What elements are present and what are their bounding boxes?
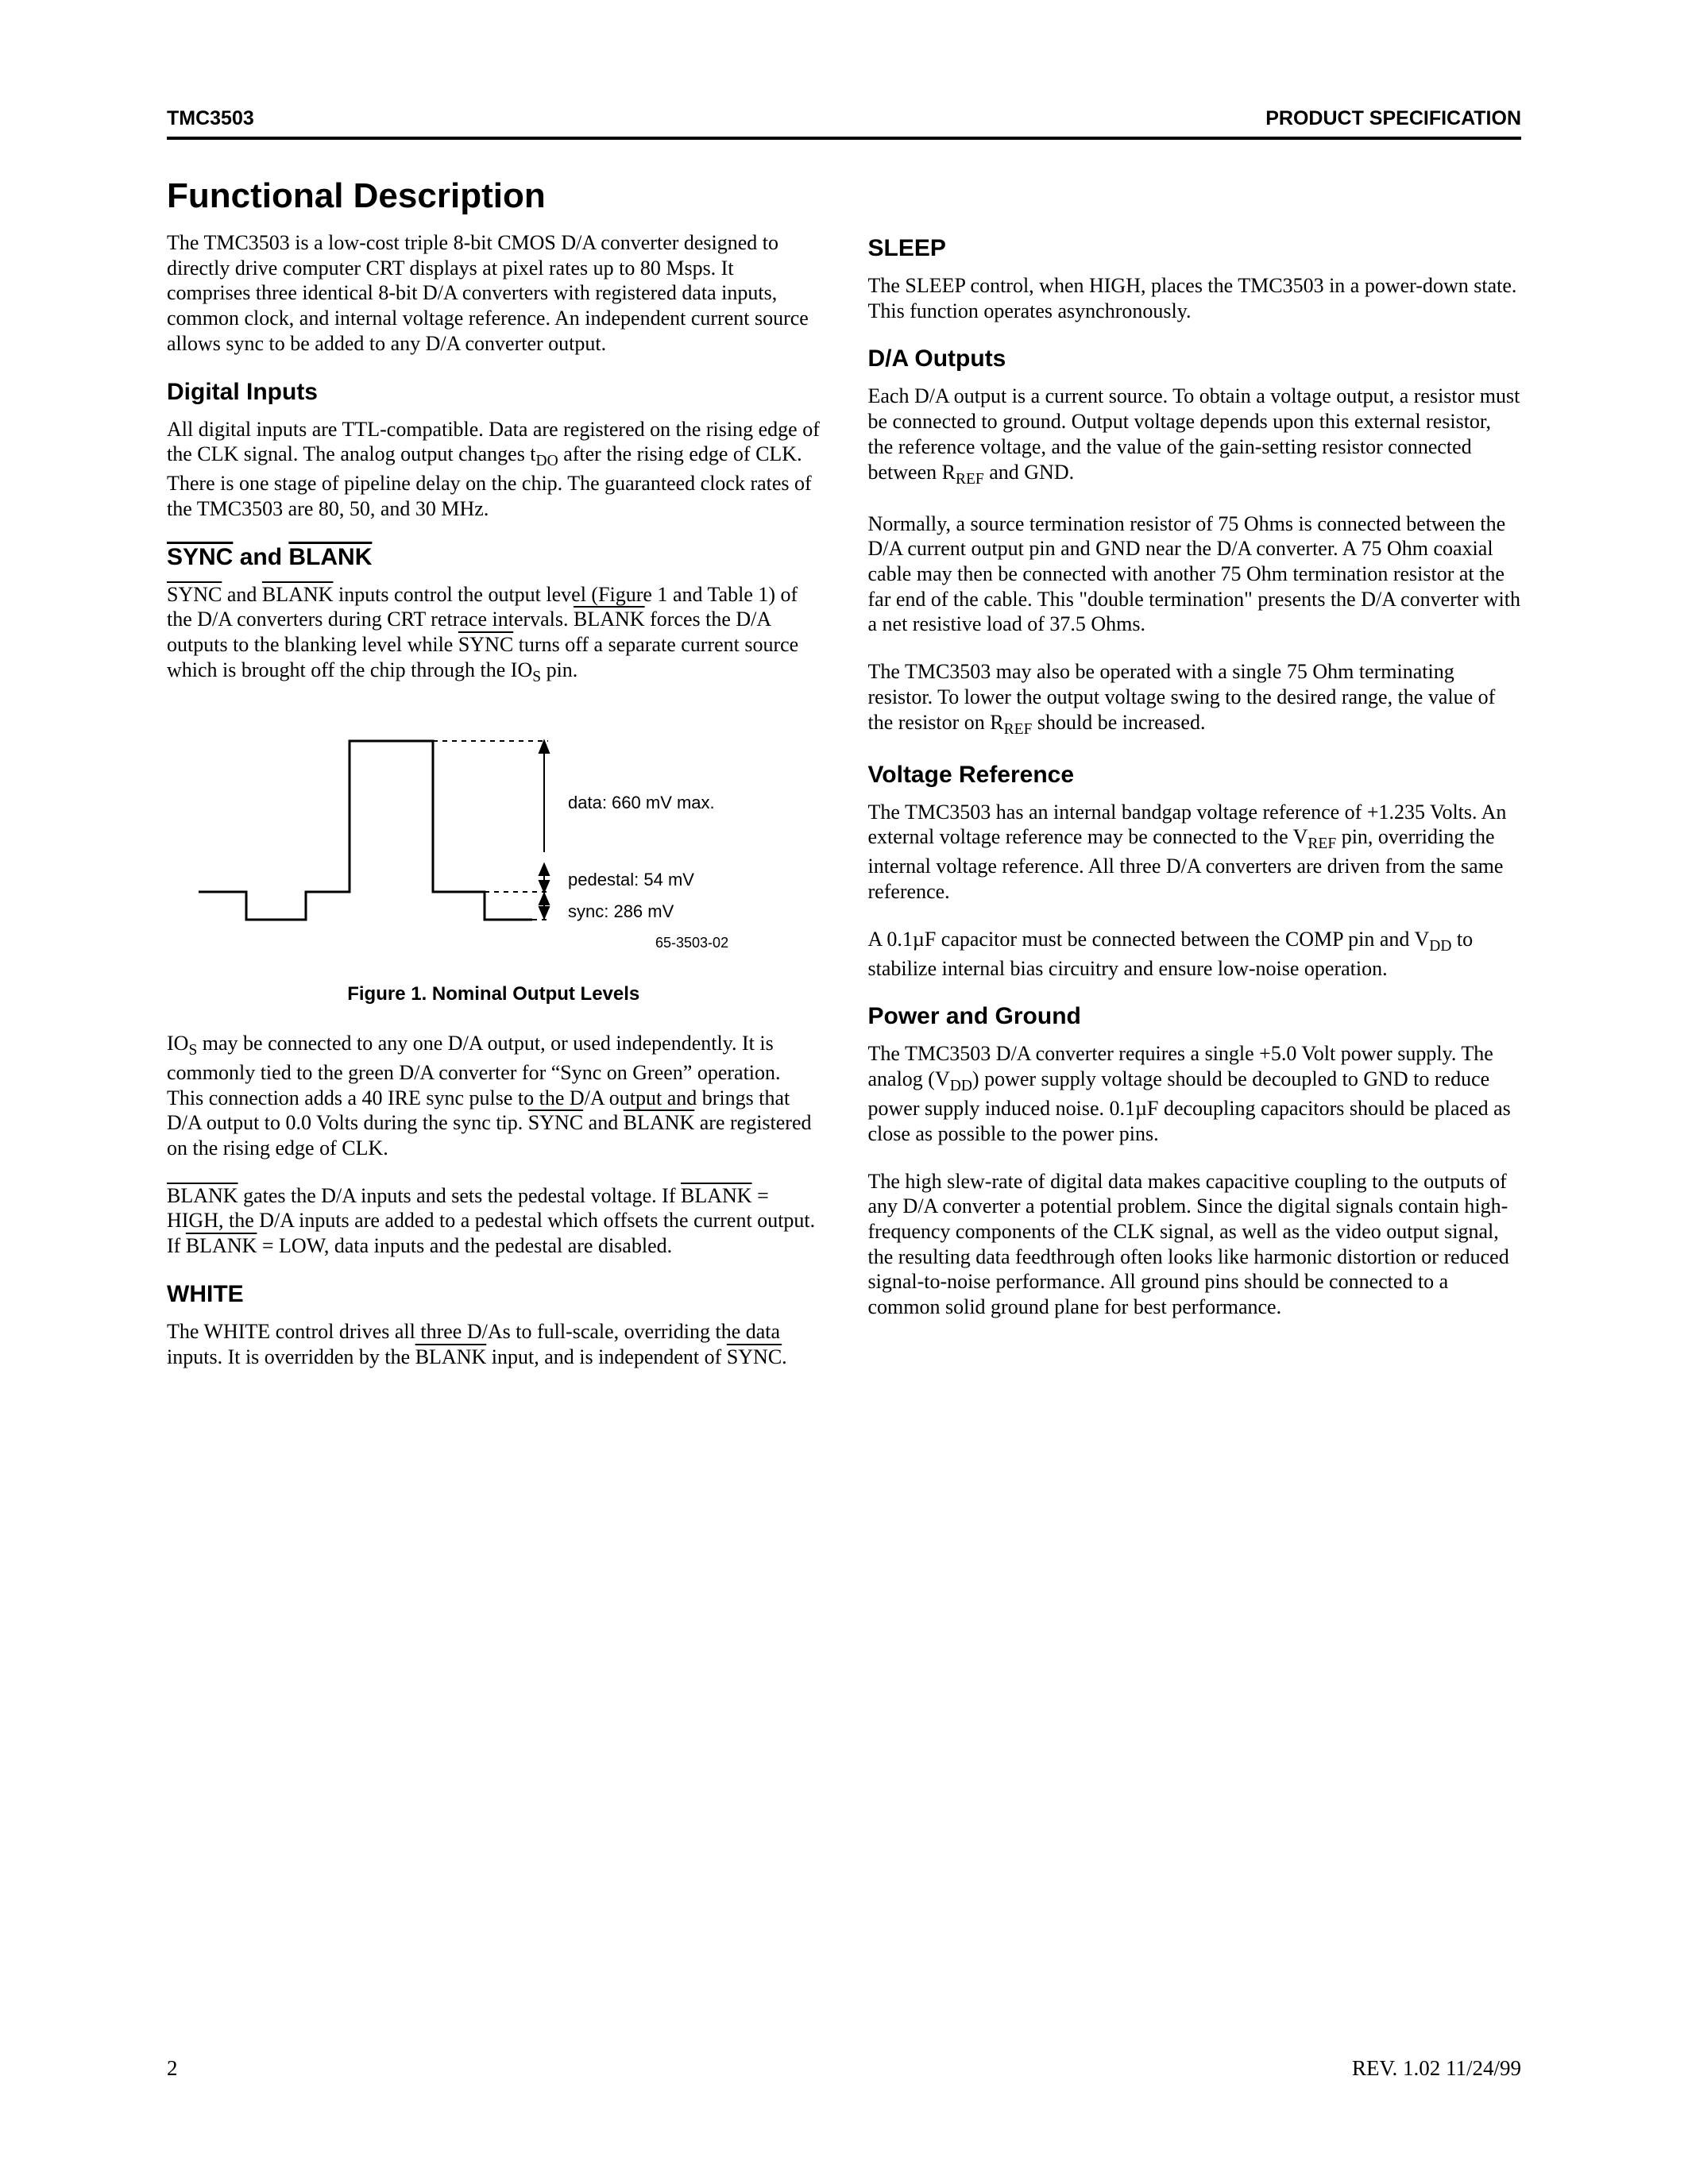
figure-1-caption: Figure 1. Nominal Output Levels xyxy=(167,983,821,1005)
section-title: Functional Description xyxy=(167,176,1521,216)
da-outputs-p2: Normally, a source termination resistor … xyxy=(868,511,1522,638)
two-column-layout: The TMC3503 is a low-cost triple 8-bit C… xyxy=(167,230,1521,1391)
vref-p1: The TMC3503 has an internal bandgap volt… xyxy=(868,800,1522,905)
header-part-number: TMC3503 xyxy=(167,107,254,130)
da-outputs-p1: Each D/A output is a current source. To … xyxy=(868,384,1522,488)
right-column: SLEEP The SLEEP control, when HIGH, plac… xyxy=(868,230,1522,1391)
fig-data-label: data: 660 mV max. xyxy=(568,793,715,812)
heading-sleep: SLEEP xyxy=(868,235,1522,262)
fig-drawing-no: 65-3503-02 xyxy=(655,935,728,951)
heading-sync-overline: SYNC xyxy=(167,544,233,570)
heading-sync-blank: SYNC and BLANK xyxy=(167,544,821,571)
white-paragraph: The WHITE control drives all three D/As … xyxy=(167,1319,821,1369)
heading-digital-inputs: Digital Inputs xyxy=(167,379,821,406)
ios-paragraph: IOS may be connected to any one D/A outp… xyxy=(167,1031,821,1161)
sync-blank-paragraph: SYNC and BLANK inputs control the output… xyxy=(167,582,821,687)
sleep-paragraph: The SLEEP control, when HIGH, places the… xyxy=(868,273,1522,323)
heading-da-outputs: D/A Outputs xyxy=(868,345,1522,372)
page: TMC3503 PRODUCT SPECIFICATION Functional… xyxy=(0,0,1688,1391)
da-outputs-p3: The TMC3503 may also be operated with a … xyxy=(868,659,1522,739)
fig-pedestal-label: pedestal: 54 mV xyxy=(568,870,694,889)
page-footer: 2 REV. 1.02 11/24/99 xyxy=(167,2056,1521,2081)
figure-1-svg: data: 660 mV max. pedestal: 54 mV sync: … xyxy=(167,709,818,963)
header-doc-type: PRODUCT SPECIFICATION xyxy=(1265,107,1521,130)
vref-p2: A 0.1µF capacitor must be connected betw… xyxy=(868,927,1522,982)
heading-power-ground: Power and Ground xyxy=(868,1003,1522,1030)
footer-page-number: 2 xyxy=(167,2056,178,2081)
left-column: The TMC3503 is a low-cost triple 8-bit C… xyxy=(167,230,821,1391)
blank-gate-paragraph: BLANK gates the D/A inputs and sets the … xyxy=(167,1183,821,1259)
heading-voltage-reference: Voltage Reference xyxy=(868,762,1522,789)
page-header: TMC3503 PRODUCT SPECIFICATION xyxy=(167,107,1521,140)
power-p2: The high slew-rate of digital data makes… xyxy=(868,1169,1522,1320)
power-p1: The TMC3503 D/A converter requires a sin… xyxy=(868,1041,1522,1146)
figure-1: data: 660 mV max. pedestal: 54 mV sync: … xyxy=(167,709,821,1005)
intro-paragraph: The TMC3503 is a low-cost triple 8-bit C… xyxy=(167,230,821,357)
digital-inputs-paragraph: All digital inputs are TTL-compatible. D… xyxy=(167,417,821,522)
heading-blank-overline: BLANK xyxy=(288,544,372,570)
footer-revision: REV. 1.02 11/24/99 xyxy=(1352,2056,1521,2081)
heading-white: WHITE xyxy=(167,1281,821,1308)
sub-do: DO xyxy=(536,453,558,470)
fig-sync-label: sync: 286 mV xyxy=(568,901,674,921)
